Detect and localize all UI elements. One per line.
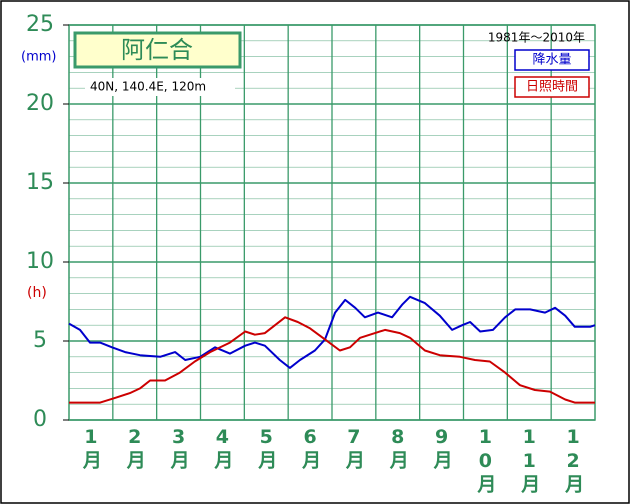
x-tick-label: 8月: [386, 426, 409, 471]
y-unit-precip: (mm): [21, 50, 56, 65]
legend-box: [514, 49, 590, 71]
y-unit-sun: (h): [27, 285, 47, 301]
y-tick-label: 20: [26, 91, 54, 116]
x-tick-label: 7月: [342, 426, 365, 471]
period: 1981年～2010年: [488, 31, 585, 45]
x-tick-label: 11月: [518, 426, 541, 495]
legend-box: [514, 76, 590, 98]
chart-title: 阿仁合: [121, 36, 193, 64]
subtitle-bg: [85, 78, 235, 96]
x-tick-label: 6月: [299, 426, 322, 471]
line: [68, 295, 596, 369]
x-tick-label: 12月: [562, 426, 585, 495]
legend-label: 日照時間: [526, 80, 578, 95]
x-tick-label: 10月: [474, 426, 497, 495]
x-tick-label: 4月: [211, 426, 234, 471]
x-tick-label: 9月: [430, 426, 453, 471]
x-tick-label: 2月: [123, 426, 146, 471]
y-tick-label: 25: [26, 12, 54, 37]
legend-label: 降水量: [532, 53, 571, 68]
y-tick-label: 0: [33, 407, 47, 432]
y-tick-label: 10: [26, 249, 54, 274]
x-tick-label: 5月: [255, 426, 278, 471]
y-tick-label: 5: [33, 328, 47, 353]
y-tick-label: 15: [26, 170, 54, 195]
title-box: [73, 31, 242, 69]
x-tick-label: 1月: [79, 426, 102, 471]
line: [69, 316, 595, 404]
subtitle: 40N, 140.4E, 120m: [90, 80, 206, 94]
x-tick-label: 3月: [167, 426, 190, 471]
